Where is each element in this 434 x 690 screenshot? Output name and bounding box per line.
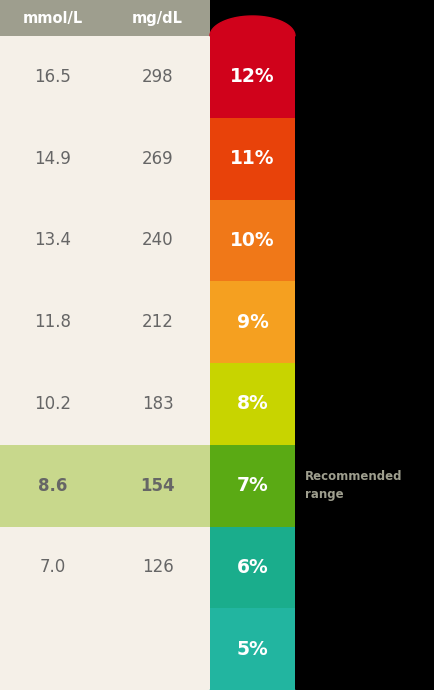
Text: 11.8: 11.8 — [34, 313, 71, 331]
Text: 6%: 6% — [237, 558, 268, 577]
Text: mmol/L: mmol/L — [23, 10, 82, 26]
Bar — [210, 526, 295, 609]
Text: Recommended
range: Recommended range — [305, 470, 402, 501]
Bar — [210, 445, 295, 526]
Text: 7%: 7% — [237, 476, 268, 495]
Text: mg/dL: mg/dL — [132, 10, 183, 26]
Bar — [0, 609, 210, 690]
Text: 126: 126 — [141, 558, 173, 576]
Text: 10%: 10% — [230, 231, 275, 250]
Bar — [210, 199, 295, 282]
Bar — [210, 36, 295, 118]
Bar — [0, 199, 210, 282]
Text: 269: 269 — [141, 150, 173, 168]
Text: 212: 212 — [141, 313, 174, 331]
Bar — [0, 526, 210, 609]
Text: 8%: 8% — [237, 395, 268, 413]
Text: 240: 240 — [141, 231, 173, 249]
Text: 16.5: 16.5 — [34, 68, 71, 86]
Text: 7.0: 7.0 — [39, 558, 66, 576]
Bar — [0, 445, 210, 526]
Bar — [0, 0, 210, 36]
Text: 8.6: 8.6 — [38, 477, 67, 495]
Text: 14.9: 14.9 — [34, 150, 71, 168]
Text: 9%: 9% — [237, 313, 269, 332]
Bar — [210, 609, 295, 690]
Text: 11%: 11% — [230, 149, 275, 168]
Text: 13.4: 13.4 — [34, 231, 71, 249]
Bar — [210, 118, 295, 199]
Text: 183: 183 — [141, 395, 173, 413]
Bar — [0, 363, 210, 445]
Bar — [0, 282, 210, 363]
Polygon shape — [210, 16, 295, 36]
Bar — [210, 282, 295, 363]
Bar — [0, 36, 210, 118]
Text: 10.2: 10.2 — [34, 395, 71, 413]
Text: 12%: 12% — [230, 68, 275, 86]
Text: 298: 298 — [141, 68, 173, 86]
Text: 5%: 5% — [237, 640, 268, 659]
Bar — [210, 363, 295, 445]
Text: 154: 154 — [140, 477, 175, 495]
Bar — [0, 118, 210, 199]
